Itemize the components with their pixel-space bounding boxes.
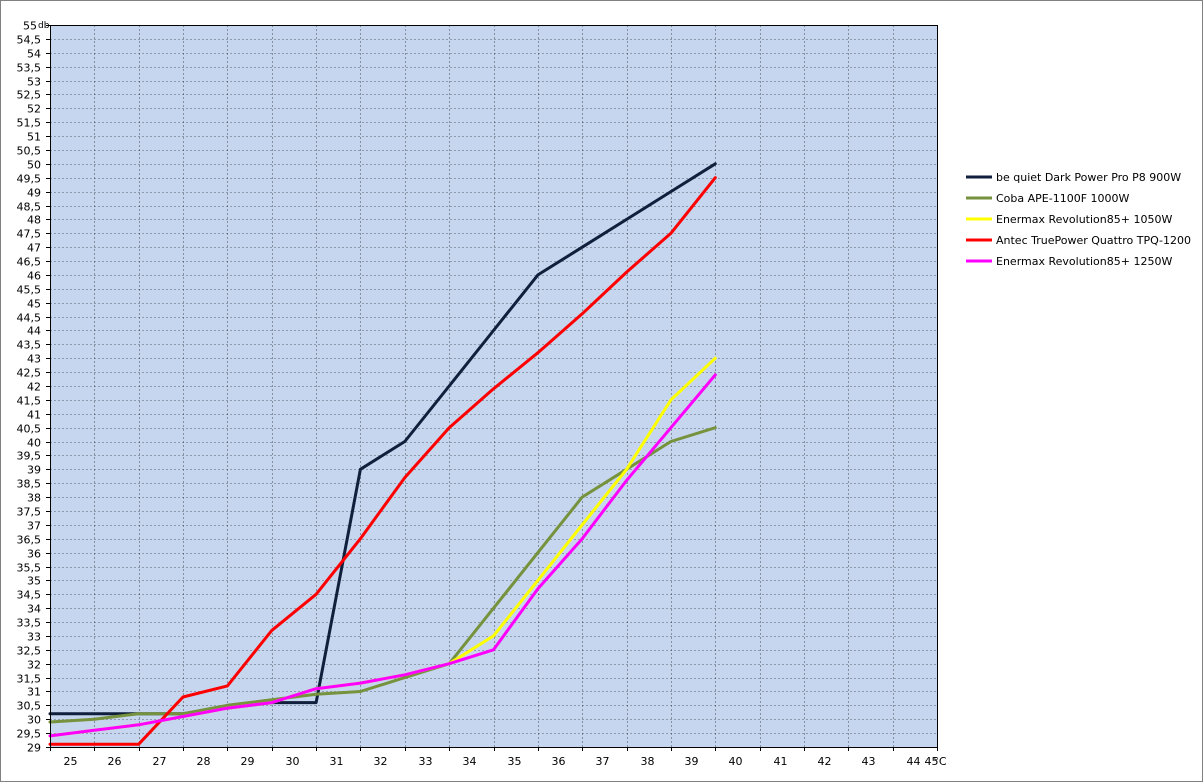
y-tick-label: 44 (27, 325, 41, 338)
y-tick-label: 46 (27, 270, 41, 283)
x-tick-label: 35 (508, 755, 522, 768)
y-tick-label: 45,5 (17, 284, 42, 297)
legend-label: Antec TruePower Quattro TPQ-1200 (996, 234, 1191, 247)
series-line (48, 373, 717, 738)
y-tick-label: 52,5 (17, 89, 42, 102)
y-tick-label: 48,5 (17, 201, 42, 214)
y-tick-label: 44,5 (17, 312, 42, 325)
legend-label: be quiet Dark Power Pro P8 900W (996, 171, 1181, 184)
x-tick-label: 38 (641, 755, 655, 768)
series-lines (48, 162, 717, 746)
y-tick-label: 48 (27, 214, 41, 227)
y-tick-label: 51,5 (17, 117, 42, 130)
y-tick-label: 39 (27, 464, 41, 477)
y-axis: 2929,53030,53131,53232,53333,53434,53535… (17, 20, 50, 755)
y-tick-label: 30,5 (17, 700, 42, 713)
x-tick-label: 39 (685, 755, 699, 768)
y-tick-label: 52 (27, 103, 41, 116)
y-tick-label: 42 (27, 381, 41, 394)
x-tick-label: 41 (774, 755, 788, 768)
y-tick-label: 54,5 (17, 34, 42, 47)
y-tick-label: 35,5 (17, 562, 42, 575)
x-tick-label: 44 (907, 755, 921, 768)
series-line (48, 426, 717, 724)
y-tick-label: 47,5 (17, 228, 42, 241)
y-tick-label: 46,5 (17, 256, 42, 269)
y-tick-label: 33,5 (17, 617, 42, 630)
y-tick-label: 50,5 (17, 145, 42, 158)
y-tick-label: 45 (27, 298, 41, 311)
y-tick-label: 54 (27, 48, 41, 61)
y-tick-label: 47 (27, 242, 41, 255)
grid-lines (50, 25, 937, 748)
x-tick-label: 31 (330, 755, 344, 768)
y-tick-label: 38 (27, 492, 41, 505)
y-tick-label: 41,5 (17, 395, 42, 408)
y-tick-label: 43,5 (17, 339, 42, 352)
y-tick-label: 49,5 (17, 173, 42, 186)
y-tick-label: 32,5 (17, 645, 42, 658)
y-tick-label: 50 (27, 159, 41, 172)
x-tick-label: 34 (463, 755, 477, 768)
y-tick-label: 30 (27, 714, 41, 727)
x-tick-label: 27 (153, 755, 167, 768)
plot-border (50, 25, 938, 748)
legend-label: Enermax Revolution85+ 1250W (996, 255, 1172, 268)
y-tick-label: 37,5 (17, 506, 42, 519)
x-tick-label: 30 (286, 755, 300, 768)
x-tick-label: 29 (241, 755, 255, 768)
y-tick-label: 36,5 (17, 534, 42, 547)
x-tick-label: 45 (925, 755, 939, 768)
y-tick-label: 51 (27, 131, 41, 144)
y-tick-label: 41 (27, 409, 41, 422)
x-tick-label: 25 (64, 755, 78, 768)
y-tick-label: 43 (27, 353, 41, 366)
y-tick-label: 40 (27, 437, 41, 450)
y-tick-label: 37 (27, 520, 41, 533)
legend-label: Coba APE-1100F 1000W (996, 192, 1130, 205)
y-tick-label: 55 (23, 20, 37, 33)
y-tick-label: 34 (27, 603, 41, 616)
y-tick-label: 49 (27, 187, 41, 200)
legend: be quiet Dark Power Pro P8 900W Coba APE-… (966, 171, 1191, 268)
series-line (48, 176, 717, 746)
x-unit-label: °C (933, 755, 947, 768)
y-tick-label: 29 (27, 742, 41, 755)
y-tick-label: 53,5 (17, 62, 42, 75)
y-tick-label: 39,5 (17, 450, 42, 463)
y-tick-label: 38,5 (17, 478, 42, 491)
x-axis: 25 26 27 28 29 30 31 32 33 34 35 36 37 38 39 40 41 42 43 44… (50, 25, 947, 768)
x-tick-label: 26 (108, 755, 122, 768)
y-tick-label: 36 (27, 548, 41, 561)
x-tick-label: 32 (374, 755, 388, 768)
y-unit-label: db (38, 21, 50, 31)
x-tick-label: 28 (197, 755, 211, 768)
y-tick-label: 40,5 (17, 423, 42, 436)
y-tick-label: 42,5 (17, 367, 42, 380)
plot-area (50, 25, 937, 747)
x-tick-label: 42 (818, 755, 832, 768)
y-tick-label: 29,5 (17, 728, 42, 741)
y-tick-label: 31,5 (17, 673, 42, 686)
x-tick-label: 36 (552, 755, 566, 768)
x-tick-label: 33 (419, 755, 433, 768)
y-tick-label: 53 (27, 76, 41, 89)
y-tick-label: 31 (27, 686, 41, 699)
y-tick-label: 33 (27, 631, 41, 644)
x-tick-label: 37 (596, 755, 610, 768)
y-tick-label: 34,5 (17, 589, 42, 602)
y-tick-label: 35 (27, 575, 41, 588)
legend-label: Enermax Revolution85+ 1050W (996, 213, 1172, 226)
y-tick-label: 32 (27, 659, 41, 672)
x-tick-label: 40 (729, 755, 743, 768)
x-tick-label: 43 (862, 755, 876, 768)
